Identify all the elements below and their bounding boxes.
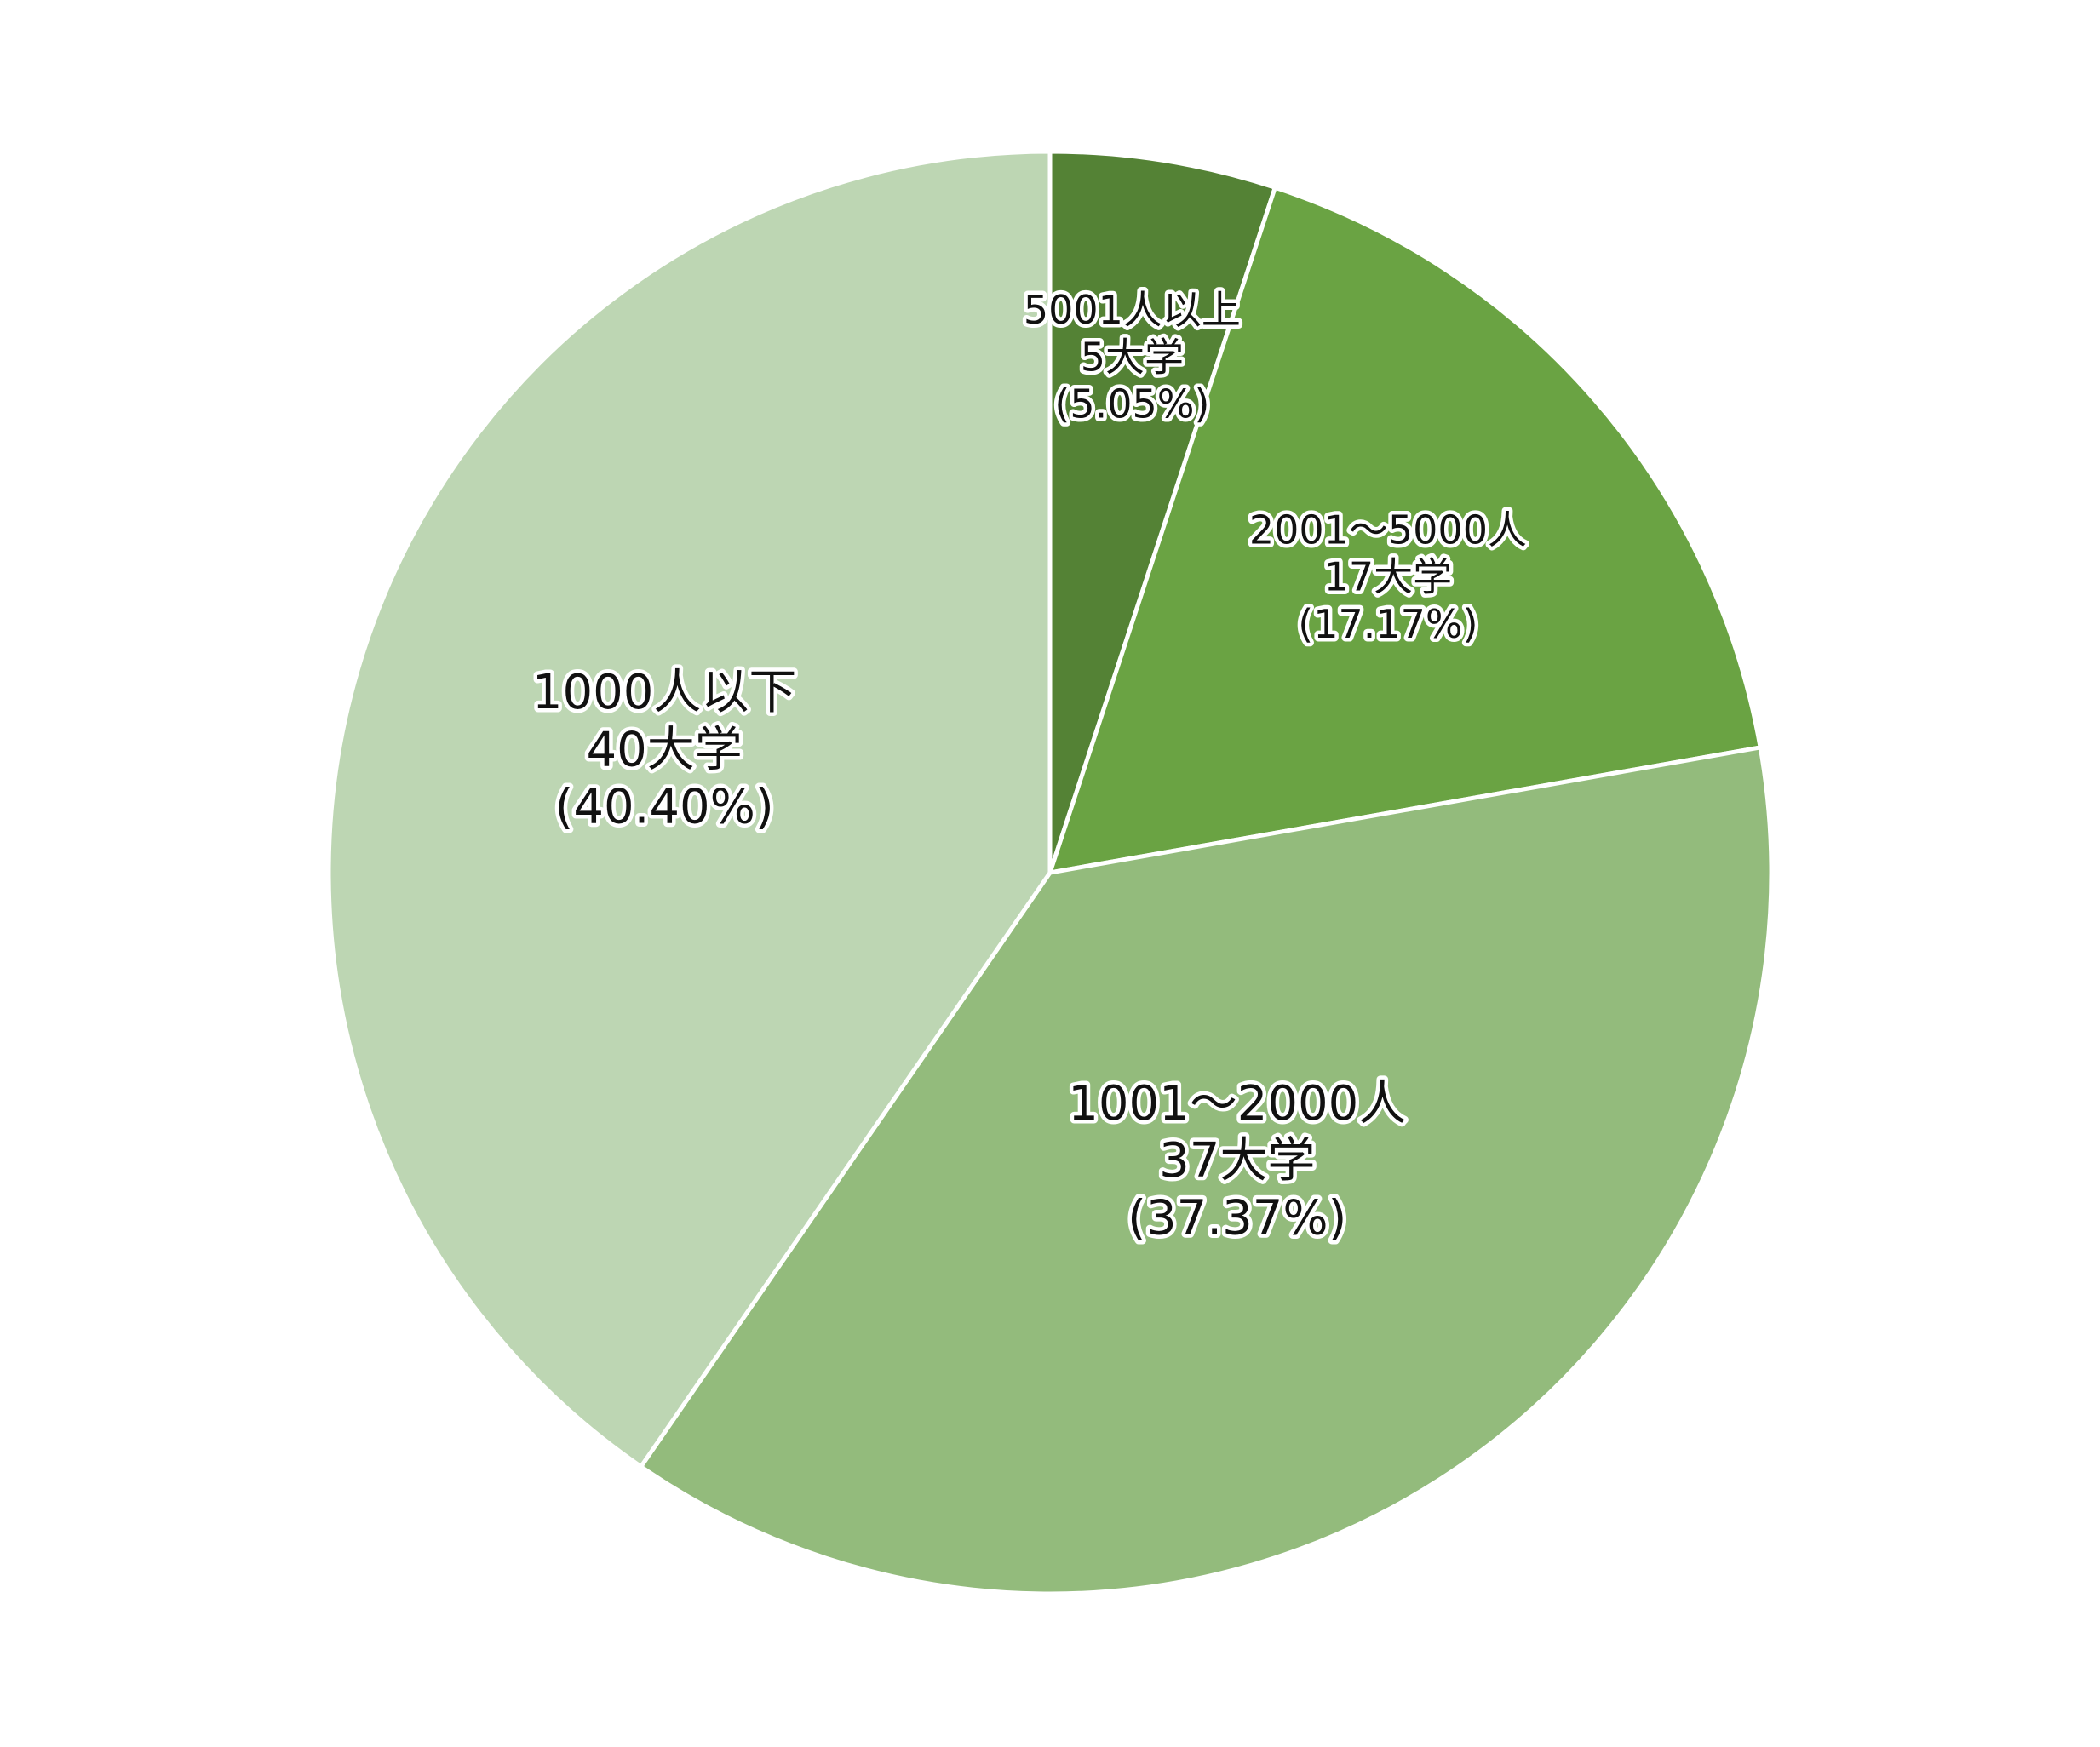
pie-slice-4	[326, 149, 1053, 1469]
pie-label-category: 1000人以下	[532, 665, 797, 720]
pie-label-percent: (17.17%)	[1298, 601, 1477, 647]
pie-label-count: 17大学	[1324, 554, 1453, 600]
pie-label-category: 5001人以上	[1024, 287, 1241, 333]
pie-labels: 5001人以上5大学(5.05%)2001～5000人17大学(17.17%)1…	[528, 284, 1530, 1250]
pie-slice-1	[1047, 149, 1277, 875]
pie-label-category: 2001～5000人	[1249, 507, 1527, 553]
pie-label-count: 37大学	[1159, 1133, 1315, 1189]
pie-label-count: 40大学	[586, 722, 742, 777]
pie-label-percent: (40.40%)	[554, 780, 773, 835]
pie-label-percent: (5.05%)	[1054, 381, 1209, 427]
pie-slice-3	[639, 745, 1774, 1596]
pie-label-percent: (37.37%)	[1127, 1190, 1346, 1246]
pie-label-category: 1001～2000人	[1068, 1076, 1406, 1131]
pie-label-count: 5大学	[1081, 334, 1184, 380]
pie-slices	[326, 149, 1774, 1596]
pie-slice-2	[1047, 185, 1763, 875]
